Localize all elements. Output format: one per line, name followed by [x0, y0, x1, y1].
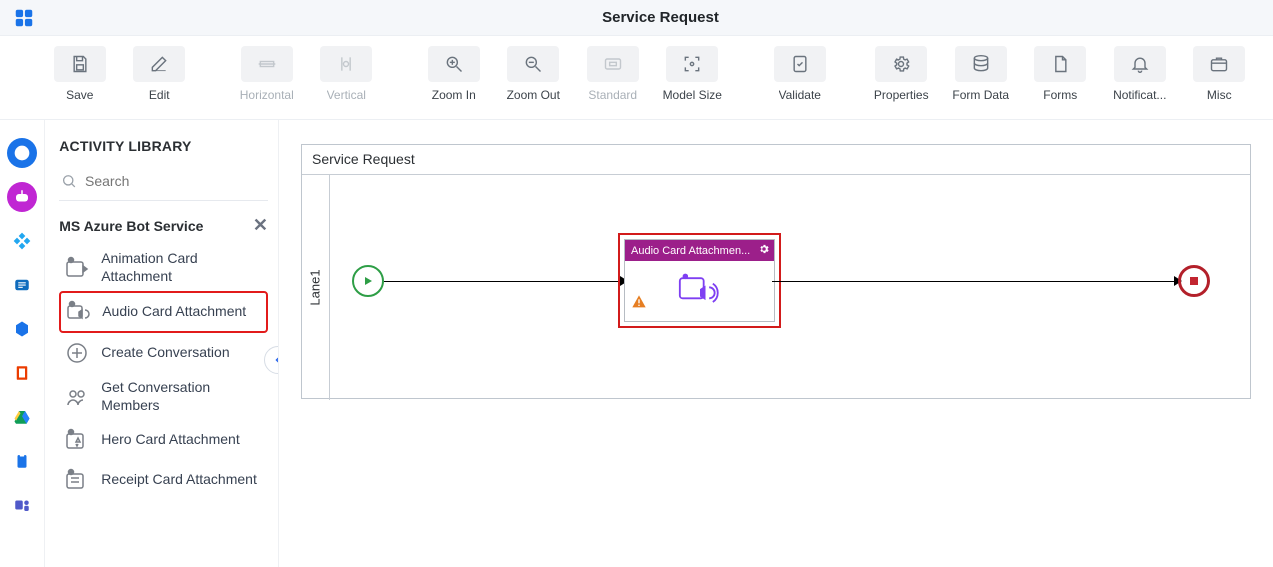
search-box[interactable]	[59, 168, 268, 201]
start-event[interactable]	[352, 265, 384, 297]
toolbar-label: Edit	[149, 88, 170, 102]
rail-exchange[interactable]	[7, 270, 37, 300]
page-title: Service Request	[48, 9, 1273, 26]
activity-item-icon	[63, 383, 91, 411]
notifications-icon	[1114, 46, 1166, 82]
toolbar: Save Edit Horizontal Vertical Zoom In Zoom Ou…	[0, 36, 1273, 120]
sequence-flow[interactable]	[772, 281, 1178, 282]
activity-item[interactable]: Animation Card Attachment	[59, 244, 268, 291]
toolbar-label: Form Data	[952, 88, 1009, 102]
horizontal-icon	[241, 46, 293, 82]
process-canvas[interactable]: Service Request Lane1 Audio Card Attachm…	[301, 144, 1251, 399]
forms-icon	[1034, 46, 1086, 82]
toolbar-label: Zoom Out	[507, 88, 560, 102]
chevron-left-icon	[272, 354, 279, 366]
activity-item-label: Audio Card Attachment	[102, 303, 246, 321]
left-rail	[0, 120, 45, 567]
activity-item-icon	[63, 466, 91, 494]
misc-icon	[1193, 46, 1245, 82]
rail-bot[interactable]	[7, 182, 37, 212]
standard-button: Standard	[573, 46, 653, 102]
zoom-in-button[interactable]: Zoom In	[414, 46, 494, 102]
activity-item[interactable]: Get Conversation Members	[59, 373, 268, 420]
misc-button[interactable]: Misc	[1180, 46, 1260, 102]
lane-header[interactable]: Lane1	[302, 175, 330, 400]
activity-item[interactable]: Audio Card Attachment	[59, 291, 268, 333]
edit-button[interactable]: Edit	[120, 46, 200, 102]
edit-icon	[133, 46, 185, 82]
rail-api[interactable]	[7, 226, 37, 256]
rail-clipboard[interactable]	[7, 446, 37, 476]
toolbar-label: Save	[66, 88, 93, 102]
pool-header[interactable]: Service Request	[302, 145, 1250, 175]
activity-audio-card[interactable]: Audio Card Attachmen...	[624, 239, 775, 322]
activity-item-icon	[63, 426, 91, 454]
activity-item-label: Receipt Card Attachment	[101, 471, 257, 489]
play-icon	[362, 275, 374, 287]
forms-button[interactable]: Forms	[1021, 46, 1101, 102]
zoom-out-icon	[507, 46, 559, 82]
search-icon	[61, 172, 77, 190]
properties-icon	[875, 46, 927, 82]
activity-item-label: Get Conversation Members	[101, 379, 264, 414]
rail-office[interactable]	[7, 358, 37, 388]
toolbar-label: Horizontal	[240, 88, 294, 102]
model-size-icon	[666, 46, 718, 82]
panel-heading: ACTIVITY LIBRARY	[59, 138, 268, 154]
form-data-button[interactable]: Form Data	[941, 46, 1021, 102]
rail-add[interactable]	[7, 138, 37, 168]
activity-item[interactable]: Create Conversation	[59, 333, 268, 373]
activity-item-label: Animation Card Attachment	[101, 250, 264, 285]
activity-item[interactable]: Hero Card Attachment	[59, 420, 268, 460]
rail-teams[interactable]	[7, 490, 37, 520]
zoom-out-button[interactable]: Zoom Out	[494, 46, 574, 102]
toolbar-label: Properties	[874, 88, 929, 102]
activity-group-title: MS Azure Bot Service	[59, 218, 203, 234]
apps-icon[interactable]	[0, 7, 48, 29]
rail-hexagon[interactable]	[7, 314, 37, 344]
properties-button[interactable]: Properties	[862, 46, 942, 102]
form-data-icon	[955, 46, 1007, 82]
rail-drive[interactable]	[7, 402, 37, 432]
validate-icon	[774, 46, 826, 82]
notifications-button[interactable]: Notificat...	[1100, 46, 1180, 102]
activity-item-icon	[63, 254, 91, 282]
toolbar-label: Notificat...	[1113, 88, 1166, 102]
save-icon	[54, 46, 106, 82]
vertical-button: Vertical	[307, 46, 387, 102]
warning-icon	[631, 294, 647, 315]
activity-library-panel: ACTIVITY LIBRARY MS Azure Bot Service ✕ …	[45, 120, 279, 567]
save-button[interactable]: Save	[40, 46, 120, 102]
search-input[interactable]	[85, 173, 266, 189]
stop-icon	[1190, 277, 1198, 285]
vertical-icon	[320, 46, 372, 82]
activity-selection: Audio Card Attachmen...	[618, 233, 781, 328]
activity-item-icon	[63, 339, 91, 367]
standard-icon	[587, 46, 639, 82]
audio-card-icon	[678, 271, 722, 311]
toolbar-label: Misc	[1207, 88, 1232, 102]
validate-button[interactable]: Validate	[760, 46, 840, 102]
activity-item-icon	[64, 298, 92, 326]
close-icon[interactable]: ✕	[253, 215, 268, 236]
activity-title: Audio Card Attachmen...	[631, 245, 750, 257]
activity-item-label: Hero Card Attachment	[101, 431, 240, 449]
end-event[interactable]	[1178, 265, 1210, 297]
activity-item-label: Create Conversation	[101, 344, 229, 362]
toolbar-label: Forms	[1043, 88, 1077, 102]
horizontal-button: Horizontal	[227, 46, 307, 102]
toolbar-label: Zoom In	[432, 88, 476, 102]
gear-icon[interactable]	[758, 243, 770, 258]
activity-item[interactable]: Receipt Card Attachment	[59, 460, 268, 500]
sequence-flow[interactable]	[384, 281, 620, 282]
zoom-in-icon	[428, 46, 480, 82]
model-size-button[interactable]: Model Size	[653, 46, 733, 102]
toolbar-label: Vertical	[327, 88, 366, 102]
toolbar-label: Standard	[588, 88, 637, 102]
toolbar-label: Validate	[779, 88, 821, 102]
toolbar-label: Model Size	[663, 88, 722, 102]
